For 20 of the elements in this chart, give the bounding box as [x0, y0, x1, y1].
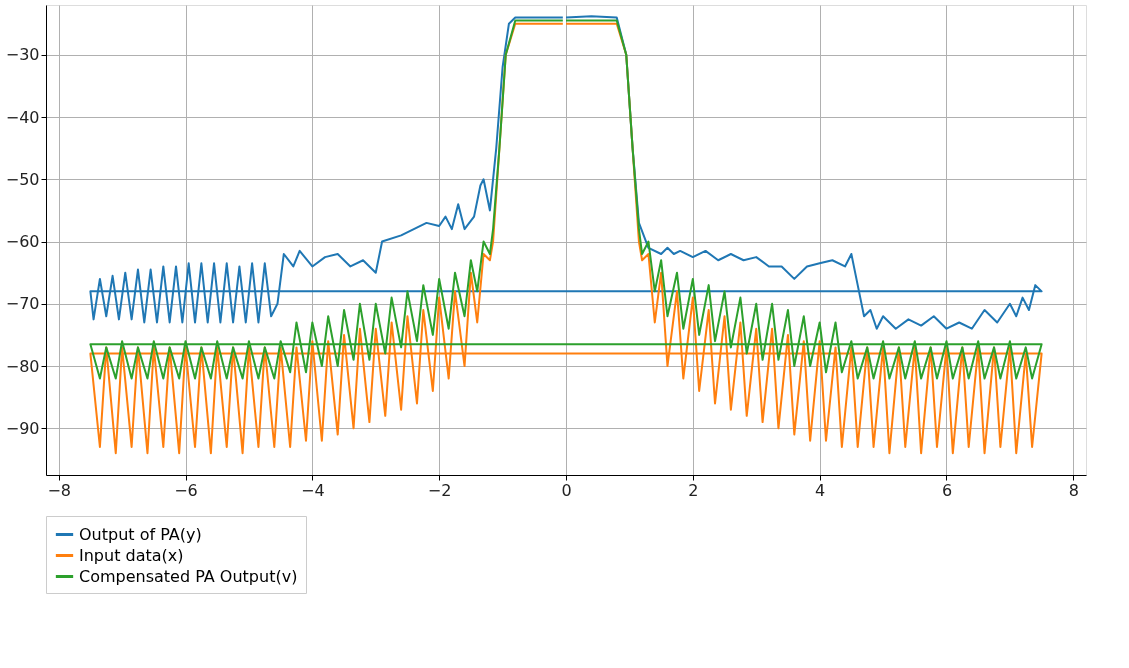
y-tick-label: −40: [5, 107, 40, 127]
y-tick-label: −60: [5, 232, 40, 252]
y-tick-label: −50: [5, 169, 40, 189]
x-tick-label: −4: [301, 480, 325, 500]
x-tick-label: 6: [941, 480, 953, 500]
x-tick-label: 8: [1068, 480, 1079, 500]
y-tick-label: −70: [5, 294, 40, 314]
y-tick-label: −30: [5, 45, 40, 65]
legend-label: Output of PA(y): [79, 524, 202, 544]
y-tick-label: −80: [5, 356, 40, 376]
x-tick-label: −2: [427, 480, 452, 500]
legend-label: Input data(x): [79, 545, 184, 565]
legend-label: Compensated PA Output(v): [79, 566, 298, 586]
y-tick-label: −90: [5, 418, 40, 438]
x-tick-label: −6: [174, 480, 198, 500]
x-tick-label: 4: [815, 480, 826, 500]
line-series: [89, 22, 1043, 455]
x-tick-label: −8: [47, 480, 71, 500]
x-tick-label: 0: [561, 480, 572, 500]
x-tick-label: 2: [688, 480, 699, 500]
